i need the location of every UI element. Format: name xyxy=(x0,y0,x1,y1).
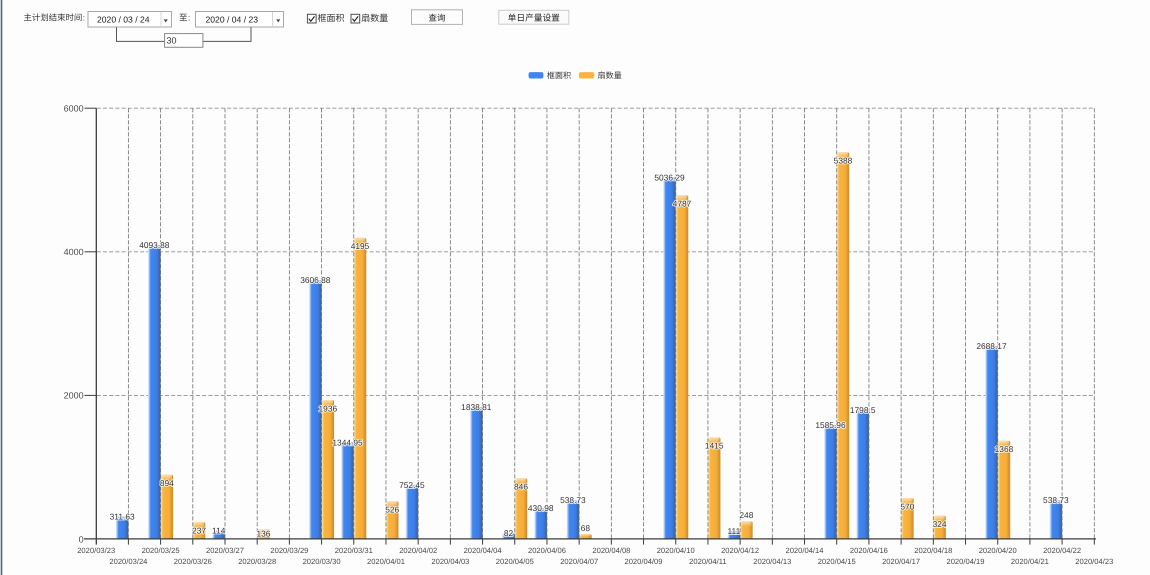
svg-text:114: 114 xyxy=(212,526,226,536)
svg-text:4787: 4787 xyxy=(673,199,692,209)
svg-text:2020/04/05: 2020/04/05 xyxy=(496,557,534,566)
svg-text:4000: 4000 xyxy=(64,247,84,257)
svg-text:0: 0 xyxy=(79,534,84,544)
svg-text:2020/04/13: 2020/04/13 xyxy=(753,557,791,566)
svg-text:1415: 1415 xyxy=(705,441,724,451)
svg-text:2020/03/24: 2020/03/24 xyxy=(109,557,147,566)
svg-text:2020/04/14: 2020/04/14 xyxy=(785,546,823,555)
svg-text:2020/04/04: 2020/04/04 xyxy=(464,546,502,555)
svg-text:4093.88: 4093.88 xyxy=(139,240,170,250)
svg-text:570: 570 xyxy=(900,501,914,511)
svg-text:2020/04/17: 2020/04/17 xyxy=(882,557,920,566)
svg-text::: : xyxy=(83,12,85,22)
svg-text:538.73: 538.73 xyxy=(1043,495,1069,505)
svg-text:324: 324 xyxy=(933,519,947,529)
svg-text:2020/04/03: 2020/04/03 xyxy=(431,557,469,566)
svg-text:2020/03/28: 2020/03/28 xyxy=(238,557,276,566)
svg-text:1368: 1368 xyxy=(995,444,1014,454)
svg-text:2020/03/29: 2020/03/29 xyxy=(270,546,308,555)
svg-text:1838.81: 1838.81 xyxy=(461,402,492,412)
svg-text:2020/03/27: 2020/03/27 xyxy=(206,546,244,555)
svg-text:2020/03/30: 2020/03/30 xyxy=(303,557,341,566)
svg-text:311.63: 311.63 xyxy=(110,512,135,522)
svg-text:2020/04/09: 2020/04/09 xyxy=(624,557,662,566)
svg-text:2020/04/22: 2020/04/22 xyxy=(1043,546,1081,555)
svg-text:2020/04/07: 2020/04/07 xyxy=(560,557,598,566)
svg-text:2020/04/11: 2020/04/11 xyxy=(689,557,726,566)
svg-text:136: 136 xyxy=(256,529,270,539)
svg-text:30: 30 xyxy=(167,36,177,46)
svg-text:2000: 2000 xyxy=(64,391,84,401)
svg-text:2020/04/16: 2020/04/16 xyxy=(850,546,888,555)
svg-text:538.73: 538.73 xyxy=(560,495,586,505)
svg-text:2020/04/19: 2020/04/19 xyxy=(946,557,984,566)
svg-text:82: 82 xyxy=(504,528,514,538)
svg-text:430.98: 430.98 xyxy=(528,503,554,513)
svg-text:68: 68 xyxy=(581,523,591,533)
svg-text:2020/04/12: 2020/04/12 xyxy=(721,546,759,555)
svg-text:894: 894 xyxy=(160,478,174,488)
svg-text::: : xyxy=(188,12,190,22)
svg-text:1344.95: 1344.95 xyxy=(332,437,363,447)
svg-text:2688.17: 2688.17 xyxy=(976,341,1007,351)
svg-text:846: 846 xyxy=(514,482,528,492)
svg-text:526: 526 xyxy=(385,505,399,515)
svg-text:3606.88: 3606.88 xyxy=(300,275,331,285)
svg-text:5036.29: 5036.29 xyxy=(654,172,685,182)
svg-text:2020/04/21: 2020/04/21 xyxy=(1011,557,1049,566)
svg-text:2020/04/23: 2020/04/23 xyxy=(1075,557,1113,566)
svg-text:2020/04/18: 2020/04/18 xyxy=(914,546,952,555)
svg-text:2020/03/31: 2020/03/31 xyxy=(335,546,373,555)
svg-text:5388: 5388 xyxy=(834,155,853,165)
svg-text:4195: 4195 xyxy=(351,241,370,251)
svg-text:2020/04/15: 2020/04/15 xyxy=(818,557,856,566)
svg-text:2020 / 03 / 24: 2020 / 03 / 24 xyxy=(97,14,150,24)
svg-text:2020/04/08: 2020/04/08 xyxy=(592,546,630,555)
svg-text:2020/04/10: 2020/04/10 xyxy=(657,546,695,555)
svg-text:2020/03/26: 2020/03/26 xyxy=(174,557,212,566)
svg-text:237: 237 xyxy=(192,525,206,535)
svg-text:2020/03/25: 2020/03/25 xyxy=(142,546,180,555)
svg-text:6000: 6000 xyxy=(64,104,84,114)
svg-text:1585.96: 1585.96 xyxy=(815,420,846,430)
svg-text:111: 111 xyxy=(728,526,741,536)
svg-text:1936: 1936 xyxy=(319,403,338,413)
svg-text:752.45: 752.45 xyxy=(399,480,425,490)
svg-text:2020/03/23: 2020/03/23 xyxy=(77,546,115,555)
svg-text:1798.5: 1798.5 xyxy=(850,405,876,415)
svg-text:2020/04/20: 2020/04/20 xyxy=(979,546,1017,555)
svg-text:2020/04/02: 2020/04/02 xyxy=(399,546,437,555)
svg-text:2020/04/01: 2020/04/01 xyxy=(367,557,405,566)
svg-text:2020 / 04 / 23: 2020 / 04 / 23 xyxy=(206,14,259,24)
svg-text:248: 248 xyxy=(739,510,753,520)
svg-text:2020/04/06: 2020/04/06 xyxy=(528,546,566,555)
